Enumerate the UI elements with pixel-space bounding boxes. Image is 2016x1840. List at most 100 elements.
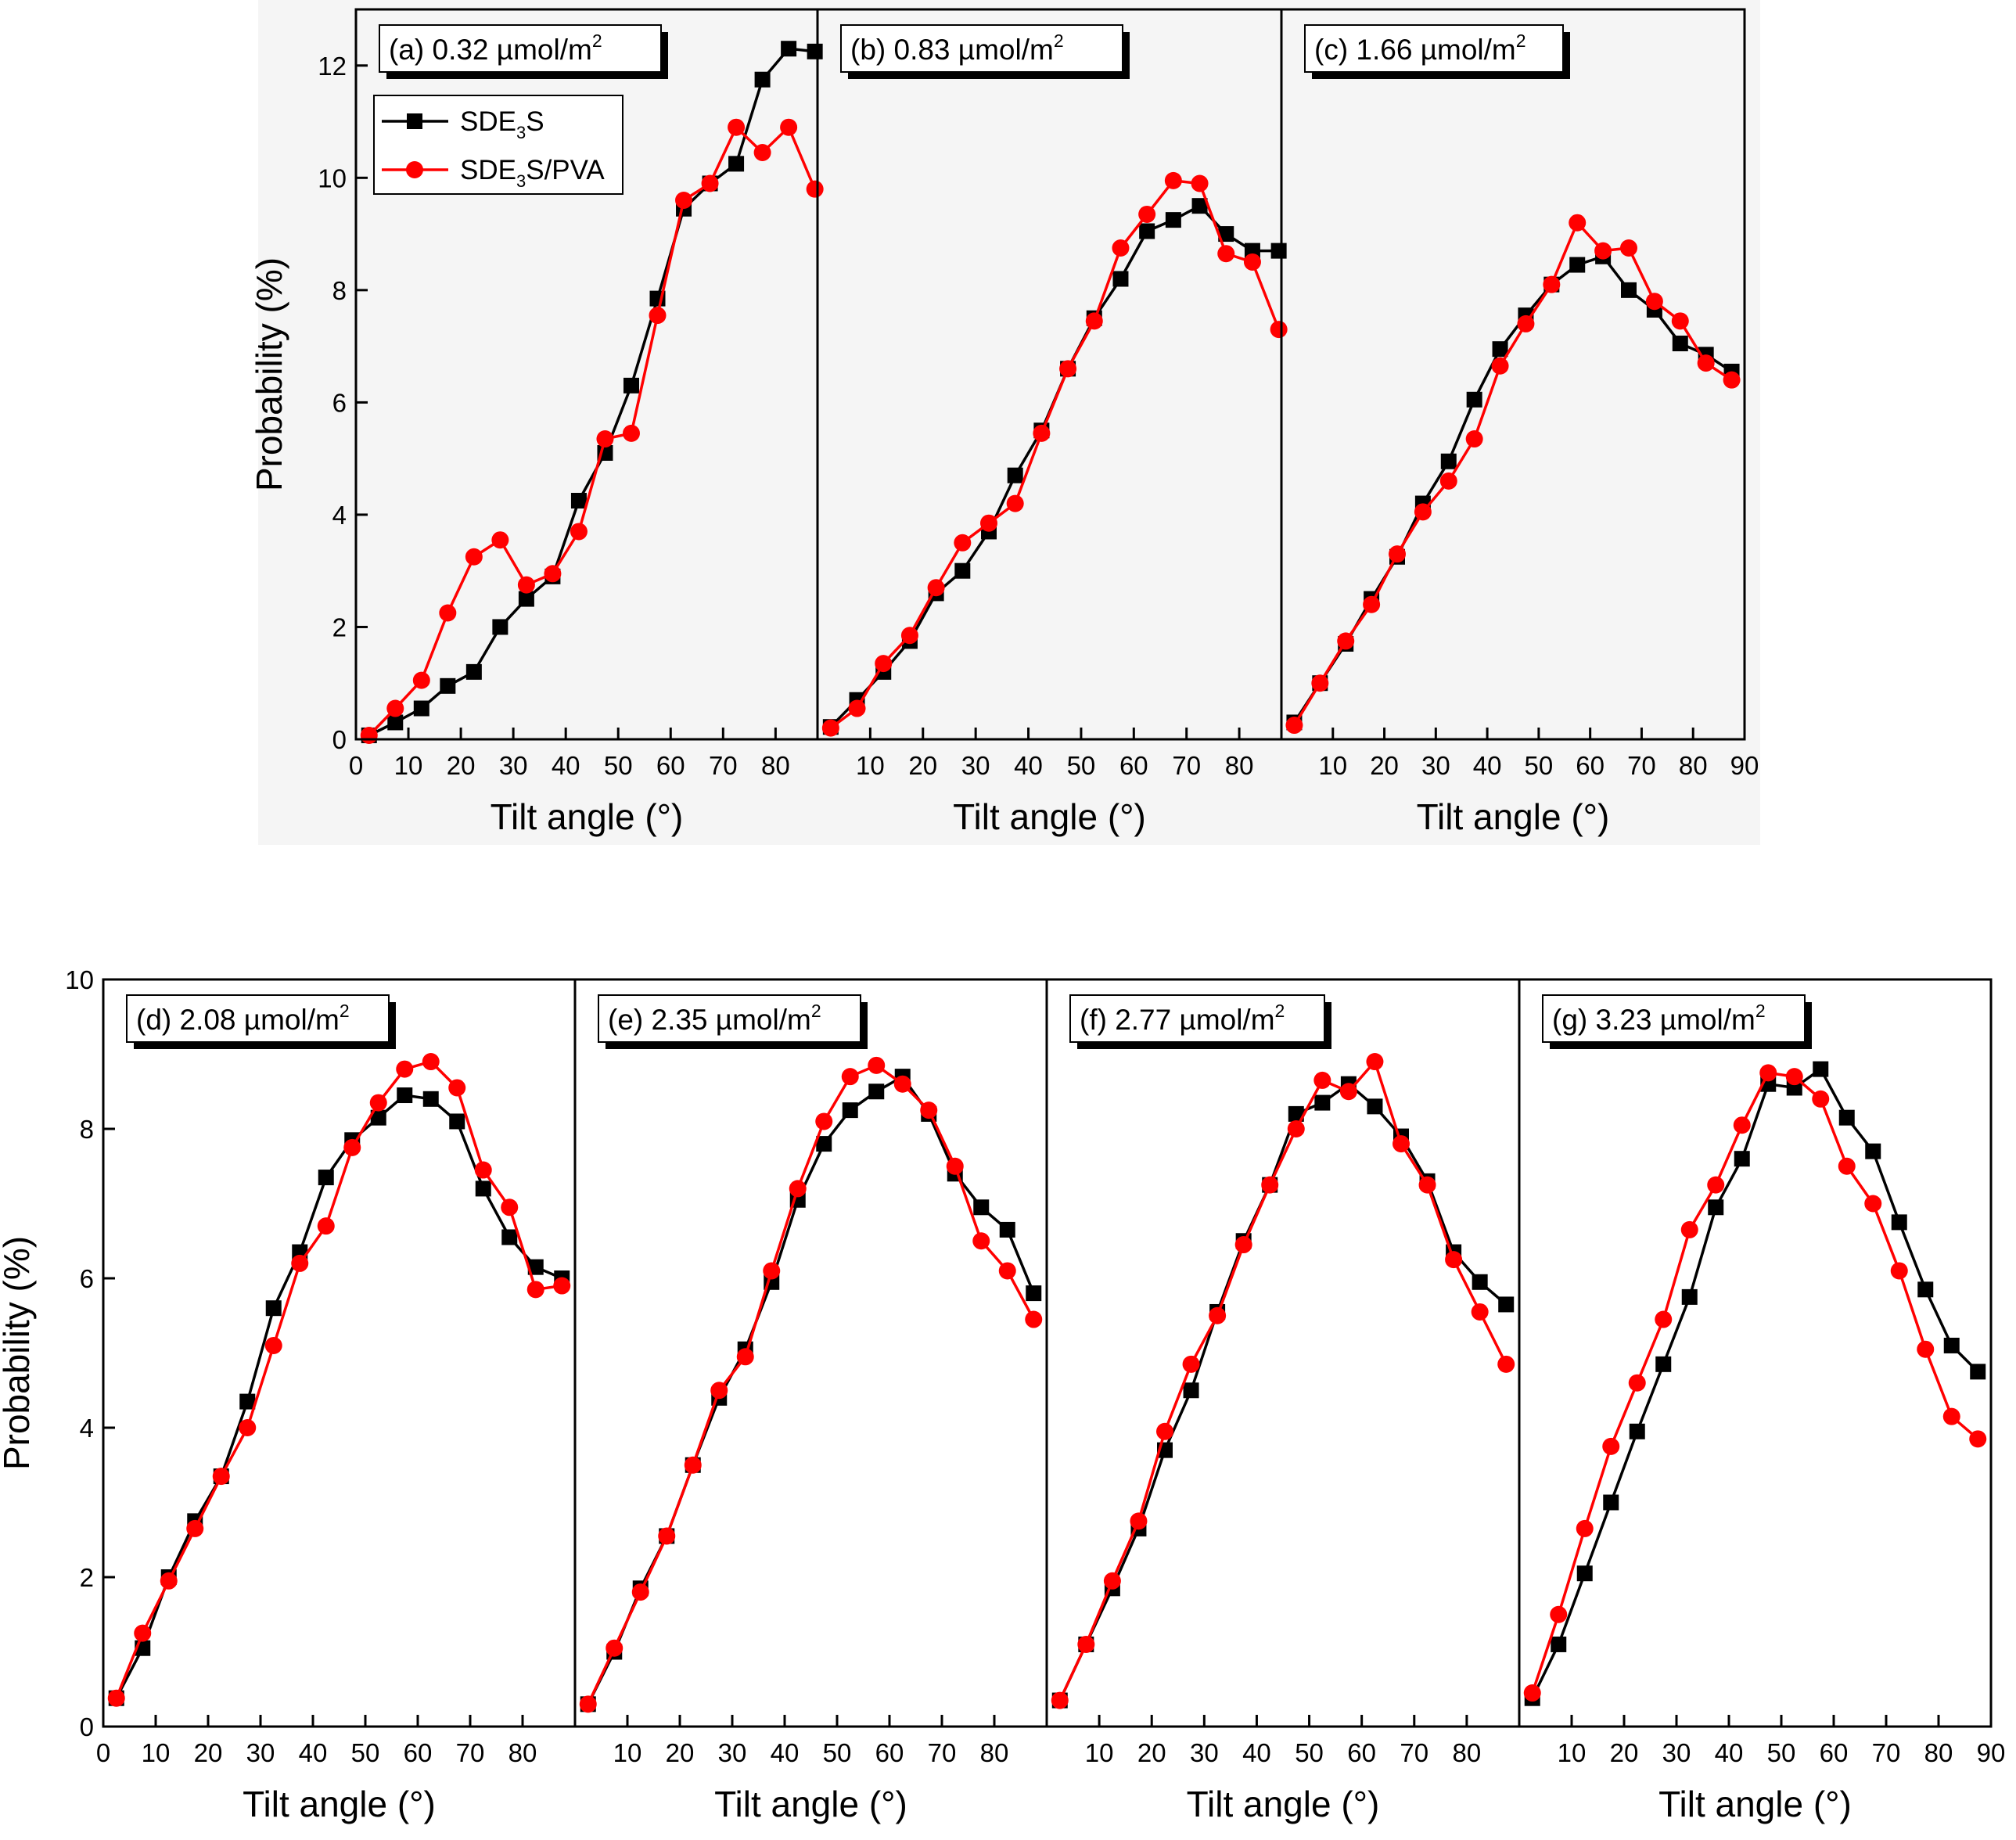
data-point	[841, 1068, 859, 1086]
y-tick-label: 4	[80, 1414, 94, 1443]
x-tick-label: 50	[823, 1738, 852, 1767]
data-point	[920, 1101, 938, 1119]
data-point	[780, 118, 798, 136]
title-box	[1304, 24, 1564, 73]
x-tick-label: 50	[1067, 751, 1096, 780]
data-point	[518, 591, 534, 607]
data-point	[134, 1624, 152, 1642]
data-point	[710, 1382, 728, 1400]
panel-title-superscript: 2	[1054, 31, 1064, 51]
x-tick-label: 50	[1525, 751, 1554, 780]
data-point	[212, 1468, 230, 1486]
data-point	[1243, 253, 1261, 271]
y-tick-label: 8	[80, 1115, 94, 1144]
data-point	[1497, 1355, 1515, 1373]
data-point	[1287, 1120, 1305, 1137]
x-tick-label: 80	[1679, 751, 1708, 780]
panel-b: 10 20 30 40 50 60 70 80 Tilt angle (°) (b) 0.83 µ…	[821, 24, 1288, 837]
panel-c: 10 20 30 40 50 60 70 80 90 Tilt angle (°) (c) 1.66…	[1285, 24, 1759, 837]
panel-title: (f) 2.77 µmol/m2	[1080, 1001, 1285, 1036]
panel-title: (b) 0.83 µmol/m2	[850, 31, 1064, 66]
data-point	[1414, 503, 1432, 521]
panel-g: 10 20 30 40 50 60 70 80 90 Tilt angle (°) (g) 3.23…	[1523, 994, 2005, 1824]
data-point	[501, 1199, 519, 1216]
data-point	[1838, 1157, 1856, 1175]
x-tick-label: 40	[1014, 751, 1043, 780]
y-tick-label: 4	[332, 501, 347, 530]
data-point	[1543, 275, 1561, 293]
data-point	[265, 1300, 282, 1317]
data-point	[1085, 312, 1103, 330]
y-axis-label: Probability (%)	[0, 1236, 37, 1470]
x-tick-label: 50	[351, 1738, 380, 1767]
data-point	[1917, 1340, 1935, 1358]
data-point	[422, 1091, 439, 1107]
data-point	[387, 714, 404, 731]
x-tick-label: 20	[1370, 751, 1399, 780]
data-point	[1314, 1094, 1331, 1111]
data-point	[1183, 1382, 1199, 1399]
data-point	[465, 663, 482, 680]
data-point	[527, 1259, 544, 1275]
x-tick-label: 70	[1627, 751, 1656, 780]
data-point	[998, 1262, 1016, 1280]
data-point	[1440, 453, 1457, 469]
data-point	[946, 1157, 964, 1175]
data-point	[1759, 1064, 1777, 1082]
panel-title-text: (a) 0.32 µmol/m	[389, 34, 592, 66]
data-point	[728, 156, 745, 172]
data-point	[1313, 1071, 1331, 1089]
data-point	[239, 1419, 257, 1436]
data-point	[1270, 243, 1287, 259]
data-point	[1059, 360, 1077, 378]
data-point	[1838, 1109, 1855, 1126]
data-point	[1917, 1281, 1934, 1298]
x-tick-label: 30	[961, 751, 990, 780]
data-point	[900, 627, 918, 645]
title-box	[126, 994, 390, 1043]
data-point	[1708, 1199, 1724, 1216]
x-tick-label: 40	[552, 751, 580, 780]
data-point	[1033, 424, 1051, 442]
data-point	[596, 430, 614, 448]
data-point	[816, 1136, 832, 1152]
x-tick-label: 70	[1872, 1738, 1901, 1767]
x-tick-label: 20	[194, 1738, 223, 1767]
data-point	[1191, 198, 1208, 214]
y-tick-label: 6	[80, 1264, 94, 1293]
data-point	[1471, 1303, 1489, 1321]
data-point	[1389, 545, 1406, 563]
panel-title-superscript: 2	[340, 1001, 350, 1021]
data-point	[763, 1262, 781, 1280]
x-tick-label: 30	[1190, 1738, 1219, 1767]
legend-label: SDE3S	[460, 106, 544, 142]
series-sde3s-pva	[1285, 214, 1741, 735]
data-point	[1620, 239, 1637, 257]
panel-title-text: (d) 2.08 µmol/m	[136, 1004, 340, 1036]
data-point	[1466, 391, 1482, 408]
legend-label-rest: S	[526, 106, 544, 137]
x-tick-label: 10	[1558, 1738, 1587, 1767]
x-tick-label: 70	[1400, 1738, 1428, 1767]
panel-title-superscript: 2	[1516, 31, 1526, 51]
data-point	[318, 1170, 334, 1186]
data-point	[317, 1217, 335, 1235]
x-axis-label: Tilt angle (°)	[1658, 1784, 1852, 1824]
series-line	[587, 1075, 1035, 1705]
data-point	[160, 1572, 178, 1590]
data-point	[1270, 321, 1288, 339]
legend-label-subscript: 3	[516, 123, 526, 142]
y-tick-label: 12	[318, 52, 347, 81]
data-point	[622, 424, 640, 442]
x-tick-label: 60	[404, 1738, 433, 1767]
data-point	[544, 565, 562, 583]
x-axis-label: Tilt angle (°)	[1187, 1784, 1380, 1824]
series-sde3s	[1524, 1061, 1986, 1706]
legend-entry-sde3s-pva: SDE3S/PVA	[382, 155, 605, 191]
x-tick-label: 90	[1730, 751, 1759, 780]
x-tick-label: 20	[666, 1738, 695, 1767]
legend-label-main: SDE	[460, 155, 516, 185]
x-tick-label: 50	[1767, 1738, 1796, 1767]
series-line	[1058, 1060, 1508, 1702]
data-point	[1697, 354, 1715, 372]
